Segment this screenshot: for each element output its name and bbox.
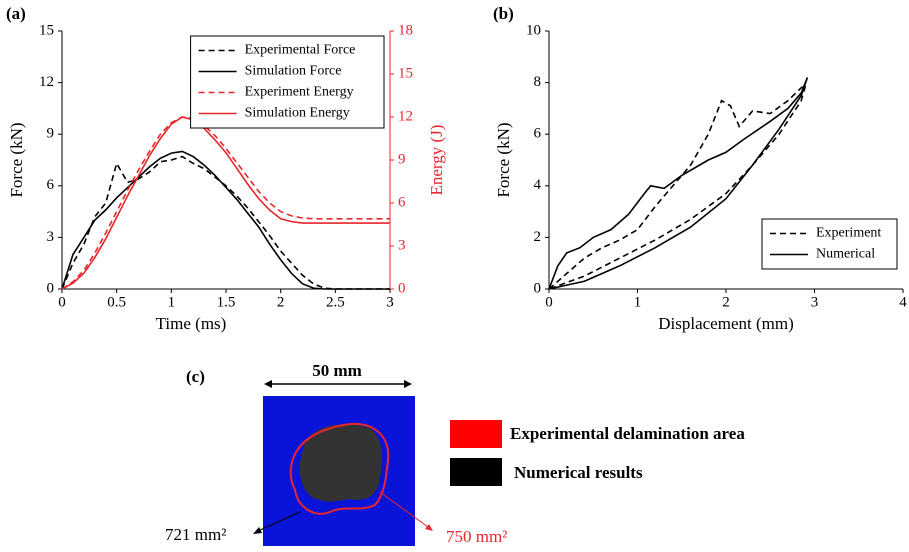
y-tick-label: 2 bbox=[534, 229, 542, 245]
panel-c: (c) 50 mm Experimental delamination area… bbox=[165, 361, 745, 546]
series-line bbox=[548, 77, 809, 290]
legend-swatch bbox=[450, 420, 502, 448]
legend-label: Simulation Force bbox=[245, 64, 342, 79]
y-tick-label: 15 bbox=[39, 22, 54, 38]
pointer bbox=[379, 491, 429, 528]
legend-label: Simulation Energy bbox=[245, 106, 350, 121]
x-tick-label: 0.5 bbox=[107, 294, 126, 310]
experimental-area-label: 750 mm² bbox=[446, 527, 507, 546]
x-tick-label: 3 bbox=[386, 294, 394, 310]
series-line bbox=[61, 116, 390, 290]
x-tick-label: 3 bbox=[811, 294, 819, 310]
panel-label: (c) bbox=[186, 367, 205, 386]
y-tick-label: 0 bbox=[47, 280, 55, 296]
x-axis-title: Displacement (mm) bbox=[658, 314, 794, 333]
x-tick-label: 2 bbox=[277, 294, 285, 310]
y-tick-label: 12 bbox=[39, 74, 54, 90]
y2-tick-label: 18 bbox=[398, 22, 413, 38]
legend-label: Experimental delamination area bbox=[510, 424, 745, 443]
x-tick-label: 1 bbox=[634, 294, 642, 310]
y2-tick-label: 3 bbox=[398, 237, 406, 253]
panel-label: (a) bbox=[6, 4, 26, 23]
pointer-head bbox=[253, 527, 262, 534]
series-line bbox=[548, 83, 807, 290]
y-tick-label: 3 bbox=[47, 229, 55, 245]
legend-label: Experiment Energy bbox=[245, 85, 354, 100]
x-tick-label: 1.5 bbox=[217, 294, 236, 310]
y2-tick-label: 6 bbox=[398, 194, 406, 210]
y-tick-label: 10 bbox=[526, 22, 541, 38]
y-tick-label: 6 bbox=[534, 126, 542, 142]
legend-label: Experiment bbox=[816, 226, 881, 241]
legend-box bbox=[190, 35, 385, 129]
x-tick-label: 2.5 bbox=[326, 294, 345, 310]
x-tick-label: 2 bbox=[722, 294, 730, 310]
x-tick-label: 0 bbox=[58, 294, 66, 310]
series-line bbox=[61, 155, 390, 290]
y2-tick-label: 15 bbox=[398, 65, 413, 81]
x-tick-label: 4 bbox=[899, 294, 907, 310]
pointer bbox=[257, 511, 301, 532]
panel-label: (b) bbox=[493, 4, 514, 23]
y-tick-label: 9 bbox=[47, 126, 55, 142]
y-tick-label: 6 bbox=[47, 177, 55, 193]
y2-axis-title: Energy (J) bbox=[427, 125, 446, 196]
legend-label: Experimental Force bbox=[245, 43, 356, 58]
x-tick-label: 0 bbox=[545, 294, 553, 310]
x-axis-title: Time (ms) bbox=[156, 314, 227, 333]
y-tick-label: 0 bbox=[534, 280, 542, 296]
legend-swatch bbox=[450, 458, 502, 486]
legend-label: Numerical results bbox=[514, 463, 643, 482]
experimental-outline bbox=[289, 422, 390, 515]
y2-tick-label: 0 bbox=[398, 280, 406, 296]
width-label: 50 mm bbox=[312, 361, 362, 380]
legend-box bbox=[761, 218, 898, 270]
y2-tick-label: 12 bbox=[398, 108, 413, 124]
legend-label: Numerical bbox=[816, 247, 875, 262]
y-tick-label: 4 bbox=[534, 177, 542, 193]
numerical-area-label: 721 mm² bbox=[165, 525, 226, 544]
numerical-area bbox=[299, 424, 383, 502]
y-axis-title: Force (kN) bbox=[494, 122, 513, 197]
y-axis-title: Force (kN) bbox=[7, 122, 26, 197]
x-tick-label: 1 bbox=[168, 294, 176, 310]
y-tick-label: 8 bbox=[534, 74, 542, 90]
series-line bbox=[61, 150, 390, 290]
y2-tick-label: 9 bbox=[398, 151, 406, 167]
pointer-head bbox=[425, 524, 433, 531]
